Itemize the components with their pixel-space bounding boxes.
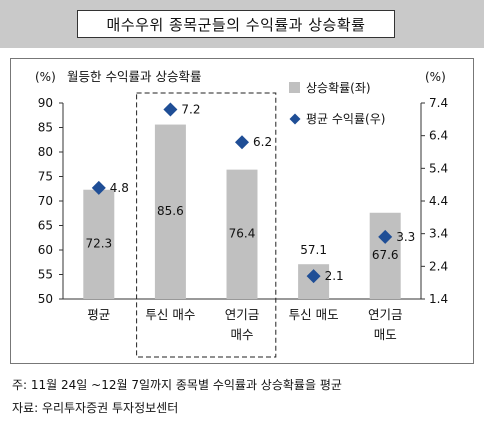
left-tick-label: 50	[38, 292, 53, 306]
legend-marker-label: 평균 수익률(우)	[306, 112, 385, 126]
marker-4	[378, 229, 393, 244]
marker-0	[91, 180, 106, 195]
right-tick-label: 6.4	[429, 129, 448, 143]
left-tick-label: 80	[38, 145, 53, 159]
left-tick-label: 70	[38, 194, 53, 208]
left-tick-label: 85	[38, 121, 53, 135]
chart: 50 55 60 65 70 75 80 85 90 1.4 2.4 3.4 4.4 5.4 6.4 7.4 (…	[35, 69, 448, 358]
marker-value-label: 6.2	[253, 135, 272, 149]
left-tick-label: 60	[38, 243, 53, 257]
chart-subtitle: 월등한 수익률과 상승확률	[67, 69, 201, 84]
right-tick-label: 4.4	[429, 194, 448, 208]
right-tick-label: 1.4	[429, 292, 448, 306]
marker-value-label: 2.1	[325, 269, 344, 283]
bar-value-label: 85.6	[157, 204, 184, 218]
bar-1	[154, 124, 186, 299]
category-label: 매도	[374, 327, 397, 342]
footnote: 주: 11월 24일 ~12월 7일까지 종목별 수익률과 상승확률을 평균	[12, 378, 342, 392]
bar-0	[83, 189, 115, 299]
chart-frame: 50 55 60 65 70 75 80 85 90 1.4 2.4 3.4 4.4 5.4 6.4 7.4 (…	[10, 58, 474, 364]
right-tick-label: 7.4	[429, 96, 448, 110]
category-label: 매수	[230, 327, 253, 342]
left-axis-unit: (%)	[35, 70, 56, 84]
right-axis-unit: (%)	[425, 70, 446, 84]
marker-1	[163, 102, 178, 117]
marker-2	[235, 135, 249, 150]
left-tick-label: 90	[38, 96, 53, 110]
category-label: 투신 매수	[145, 307, 195, 322]
marker-value-label: 7.2	[181, 103, 200, 117]
legend-bar-label: 상승확률(좌)	[306, 81, 371, 95]
category-label: 평균	[87, 307, 110, 322]
left-tick-label: 75	[38, 170, 53, 184]
category-label: 연기금	[225, 307, 260, 322]
legend-bar-swatch	[289, 82, 300, 93]
bar-2	[226, 169, 258, 299]
bar-4	[369, 212, 401, 299]
right-tick-label: 3.4	[429, 227, 448, 241]
left-tick-label: 55	[38, 268, 53, 282]
source-note: 자료: 우리투자증권 투자정보센터	[12, 401, 179, 415]
bar-value-label: 57.1	[300, 243, 327, 257]
marker-value-label: 3.3	[396, 230, 415, 244]
category-label: 연기금	[368, 307, 403, 322]
marker-value-label: 4.8	[110, 181, 129, 195]
legend-marker-swatch	[289, 113, 301, 125]
highlight-dashed-box	[136, 92, 277, 358]
title-band: 매수우위 종목군들의 수익률과 상승확률	[0, 0, 484, 48]
category-label: 투신 매도	[289, 307, 339, 322]
bar-value-label: 72.3	[85, 236, 112, 250]
marker-3	[306, 269, 321, 284]
left-tick-label: 65	[38, 219, 53, 233]
bar-value-label: 67.6	[372, 248, 399, 262]
page-title: 매수우위 종목군들의 수익률과 상승확률	[77, 10, 395, 38]
right-tick-label: 5.4	[429, 161, 448, 175]
bar-value-label: 76.4	[229, 226, 256, 240]
right-tick-label: 2.4	[429, 259, 448, 273]
